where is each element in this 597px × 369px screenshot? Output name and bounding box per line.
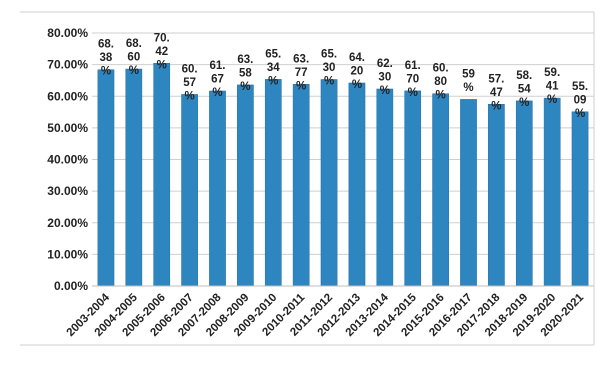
y-tick-label: 20.00%	[47, 216, 88, 230]
y-tick-label: 80.00%	[47, 26, 88, 40]
bar-2017-2018	[488, 104, 505, 287]
data-label: 65. 34%	[265, 48, 281, 87]
y-tick-label: 60.00%	[47, 89, 88, 103]
data-label: 63. 77%	[293, 53, 309, 92]
data-label: 58. 54%	[516, 70, 532, 109]
data-label: 61. 70%	[405, 60, 421, 99]
data-label: 64. 20%	[349, 52, 365, 91]
y-tick-label: 50.00%	[47, 121, 88, 135]
bar-2006-2007	[181, 94, 198, 287]
bar-2010-2011	[292, 84, 310, 287]
bar-2016-2017	[460, 99, 477, 287]
bar-2014-2015	[404, 90, 422, 287]
data-label: 60. 57%	[182, 63, 198, 102]
bar-2015-2016	[432, 93, 449, 287]
bar-2020-2021	[571, 111, 589, 287]
data-label: 59%	[462, 68, 475, 94]
data-label: 59. 41%	[544, 67, 560, 106]
bar-2018-2019	[515, 100, 533, 287]
data-label: 65. 30%	[321, 48, 337, 87]
data-label: 68. 38%	[98, 39, 114, 78]
data-label: 70. 42%	[154, 32, 170, 71]
bar-2004-2005	[125, 68, 143, 287]
bar-2009-2010	[264, 79, 282, 287]
bar-2008-2009	[237, 84, 254, 287]
data-label: 63. 58%	[237, 54, 253, 93]
bar-2007-2008	[209, 90, 226, 287]
data-label: 68. 60%	[126, 38, 142, 77]
data-label: 55. 09%	[572, 81, 588, 120]
bar-2005-2006	[153, 63, 171, 287]
bar-2019-2020	[543, 97, 561, 287]
y-tick-label: 40.00%	[47, 153, 88, 167]
data-label: 57. 47%	[488, 73, 504, 112]
data-label: 62. 30%	[377, 58, 393, 97]
bar-2012-2013	[348, 82, 366, 287]
data-label: 61. 67%	[210, 60, 226, 99]
bar-2013-2014	[376, 88, 394, 287]
bar-2011-2012	[320, 79, 338, 287]
data-label: 60. 80%	[433, 63, 449, 102]
y-tick-label: 0.00%	[54, 279, 88, 293]
y-tick-label: 10.00%	[47, 247, 88, 261]
bar-2003-2004	[97, 69, 115, 287]
y-tick-label: 70.00%	[47, 58, 88, 72]
y-tick-label: 30.00%	[47, 184, 88, 198]
